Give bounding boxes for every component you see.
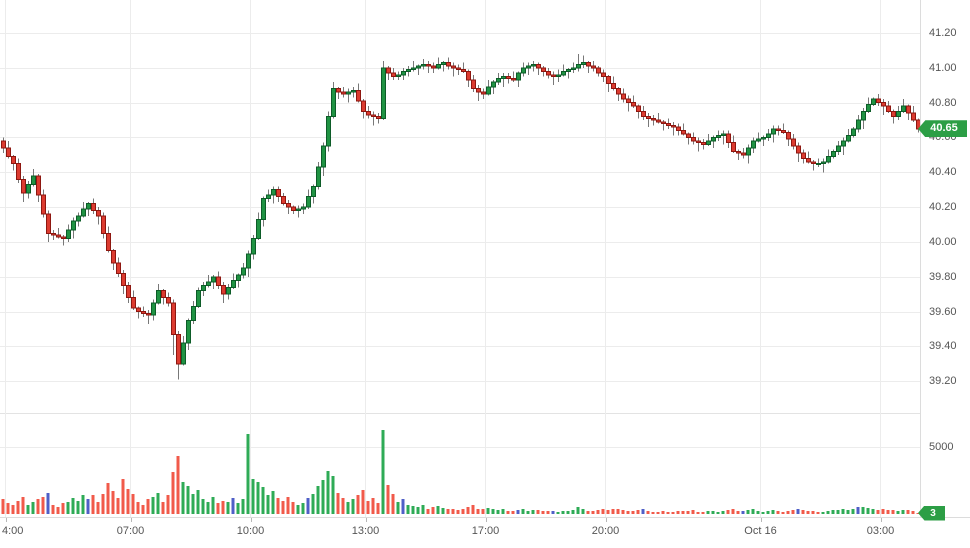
time-tick-mark	[250, 518, 252, 522]
last-volume-badge: 3	[918, 505, 945, 521]
time-tick-mark	[760, 518, 762, 522]
price-tick-label: 39.40	[929, 340, 957, 352]
price-tick-label: 39.60	[929, 306, 957, 318]
volume-tick-label: 5000	[929, 441, 954, 453]
time-axis[interactable]: 4:00 07:00 10:00 13:00 17:00 20:00 Oct 16 03:00	[0, 517, 970, 548]
time-tick-label: 20:00	[591, 525, 620, 537]
price-tick-label: 40.20	[929, 201, 957, 213]
grid-layer	[0, 0, 920, 517]
price-tick-label: 41.00	[929, 62, 957, 74]
candles-layer	[1, 53, 920, 380]
last-price-value: 40.65	[930, 122, 958, 135]
time-tick-mark	[130, 518, 132, 522]
chart-canvas	[0, 0, 920, 517]
time-tick-label: Oct 16	[744, 525, 777, 537]
time-tick-label: 03:00	[866, 525, 895, 537]
time-tick-label: 07:00	[116, 525, 145, 537]
price-axis[interactable]: 41.2041.0040.8040.6040.4040.2040.0039.80…	[920, 0, 970, 517]
time-tick-mark	[5, 518, 7, 522]
price-tick-label: 39.80	[929, 271, 957, 283]
last-volume-value: 3	[930, 507, 936, 519]
last-price-badge: 40.65	[918, 120, 967, 138]
price-tick-label: 40.40	[929, 166, 957, 178]
price-tick-label: 41.20	[929, 27, 957, 39]
time-tick-mark	[485, 518, 487, 522]
time-tick-label: 4:00	[2, 525, 24, 537]
time-tick-mark	[605, 518, 607, 522]
price-tick-label: 39.20	[929, 375, 957, 387]
time-tick-mark	[365, 518, 367, 522]
chart-plot-surface[interactable]	[0, 0, 920, 517]
time-tick-mark	[880, 518, 882, 522]
time-tick-label: 10:00	[236, 525, 265, 537]
volume-layer	[1, 430, 920, 514]
time-tick-label: 17:00	[471, 525, 500, 537]
price-tick-label: 40.80	[929, 97, 957, 109]
price-tick-label: 40.00	[929, 236, 957, 248]
time-tick-label: 13:00	[351, 525, 380, 537]
